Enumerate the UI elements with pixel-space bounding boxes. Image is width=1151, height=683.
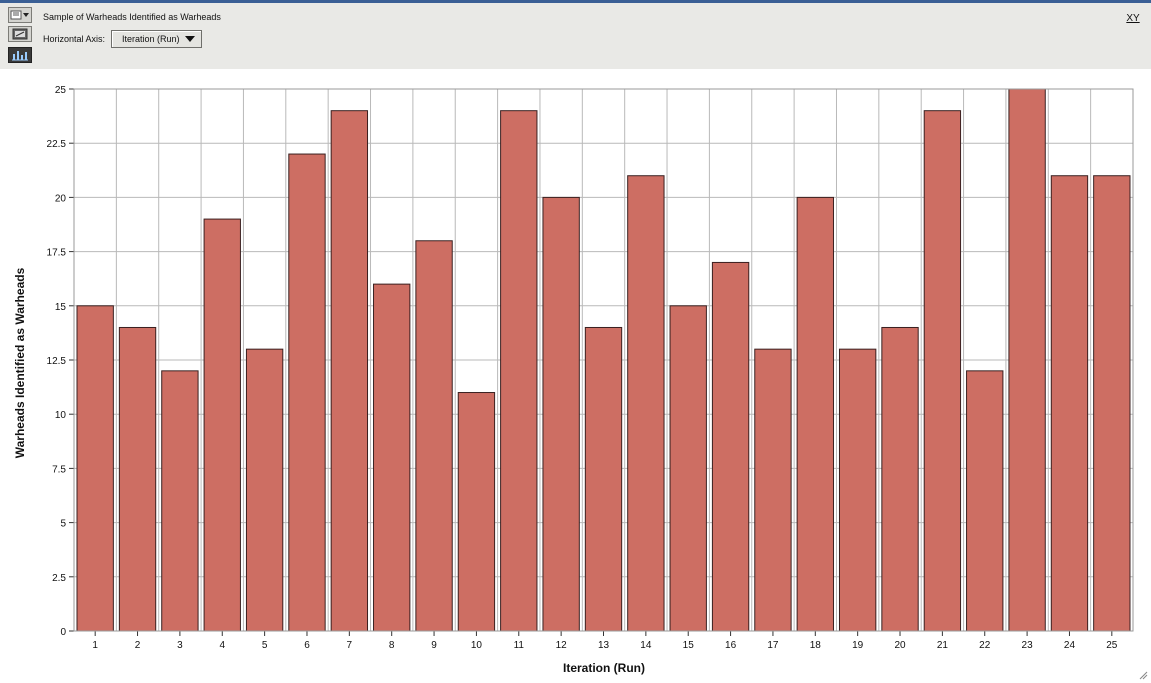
bar-layer bbox=[76, 88, 1131, 632]
dropdown-menu-icon bbox=[10, 10, 29, 20]
bar-12[interactable] bbox=[542, 196, 580, 632]
y-tick-label: 5 bbox=[60, 519, 66, 530]
bar-5[interactable] bbox=[245, 348, 284, 632]
y-tick-label: 22.5 bbox=[47, 139, 67, 150]
bar-10[interactable] bbox=[457, 392, 496, 632]
x-tick-label: 25 bbox=[1106, 640, 1118, 651]
x-tick-label: 14 bbox=[640, 640, 652, 651]
horizontal-axis-dropdown[interactable]: Iteration (Run) bbox=[111, 30, 202, 48]
bar-25[interactable] bbox=[1093, 175, 1131, 632]
x-tick-label: 1 bbox=[92, 640, 98, 651]
bar-3[interactable] bbox=[161, 370, 199, 632]
bar-8[interactable] bbox=[373, 283, 411, 632]
x-tick-label: 24 bbox=[1064, 640, 1076, 651]
x-tick-label: 10 bbox=[471, 640, 483, 651]
x-tick-label: 2 bbox=[135, 640, 141, 651]
bar-1[interactable] bbox=[76, 305, 114, 632]
dropdown-arrow-icon bbox=[184, 36, 195, 42]
y-tick-label: 12.5 bbox=[47, 356, 67, 367]
x-tick-label: 13 bbox=[598, 640, 610, 651]
y-tick-label: 20 bbox=[55, 193, 67, 204]
bar-21[interactable] bbox=[923, 110, 962, 632]
chart-title: Sample of Warheads Identified as Warhead… bbox=[43, 12, 221, 22]
x-tick-label: 17 bbox=[767, 640, 779, 651]
x-tick-label: 21 bbox=[937, 640, 949, 651]
x-tick-label: 8 bbox=[389, 640, 395, 651]
x-tick-label: 7 bbox=[347, 640, 353, 651]
horizontal-axis-label: Horizontal Axis: bbox=[43, 34, 106, 44]
bar-18[interactable] bbox=[796, 196, 834, 632]
horizontal-axis-row: Horizontal Axis: Iteration (Run) bbox=[43, 29, 202, 49]
bar-4[interactable] bbox=[203, 218, 241, 632]
bar-23[interactable] bbox=[1008, 88, 1046, 632]
bar-9[interactable] bbox=[415, 240, 453, 632]
x-tick-label: 23 bbox=[1022, 640, 1034, 651]
chart-type-button[interactable] bbox=[8, 26, 32, 42]
bar-13[interactable] bbox=[584, 326, 623, 632]
x-tick-label: 16 bbox=[725, 640, 737, 651]
y-tick-label: 25 bbox=[55, 85, 67, 96]
dropdown-menu-button[interactable] bbox=[8, 7, 32, 23]
x-axis-title: Iteration (Run) bbox=[563, 661, 645, 675]
x-tick-label: 5 bbox=[262, 640, 268, 651]
x-tick-label: 11 bbox=[514, 640, 525, 651]
x-tick-label: 20 bbox=[894, 640, 906, 651]
y-tick-label: 15 bbox=[55, 302, 67, 313]
window-top-border bbox=[0, 0, 1151, 3]
y-tick-label: 2.5 bbox=[52, 573, 66, 584]
bar-2[interactable] bbox=[118, 326, 157, 632]
x-tick-label: 12 bbox=[556, 640, 568, 651]
bar-14[interactable] bbox=[627, 175, 665, 632]
x-tick-label: 18 bbox=[810, 640, 822, 651]
x-tick-label: 6 bbox=[304, 640, 310, 651]
x-tick-label: 15 bbox=[683, 640, 695, 651]
y-axis-title: Warheads Identified as Warheads bbox=[13, 267, 27, 458]
chart-toolbar: Sample of Warheads Identified as Warhead… bbox=[0, 3, 1151, 69]
x-tick-label: 19 bbox=[852, 640, 864, 651]
chart-type-icon bbox=[12, 28, 28, 40]
x-tick-label: 9 bbox=[431, 640, 437, 651]
x-tick-label: 22 bbox=[979, 640, 991, 651]
y-tick-label: 10 bbox=[55, 410, 67, 421]
x-tick-label: 3 bbox=[177, 640, 183, 651]
y-tick-label: 0 bbox=[60, 627, 66, 638]
y-tick-label: 17.5 bbox=[47, 248, 67, 259]
bar-24[interactable] bbox=[1050, 175, 1089, 632]
plot-frame bbox=[73, 88, 1134, 632]
bar-7[interactable] bbox=[330, 110, 369, 632]
bar-6[interactable] bbox=[288, 153, 326, 632]
bar-20[interactable] bbox=[881, 326, 919, 632]
y-tick-label: 7.5 bbox=[52, 464, 66, 475]
xy-button[interactable]: XY bbox=[1126, 12, 1140, 24]
bar-17[interactable] bbox=[754, 348, 792, 632]
x-tick-label: 4 bbox=[219, 640, 225, 651]
bar-chart-button[interactable] bbox=[8, 47, 32, 63]
bar-15[interactable] bbox=[669, 305, 707, 632]
bar-19[interactable] bbox=[838, 348, 877, 632]
horizontal-axis-value: Iteration (Run) bbox=[122, 34, 180, 44]
resize-grip-icon[interactable] bbox=[1138, 670, 1148, 680]
bar-22[interactable] bbox=[966, 370, 1004, 632]
bar-11[interactable] bbox=[500, 110, 538, 632]
bar-16[interactable] bbox=[711, 261, 750, 632]
bar-chart-icon bbox=[12, 51, 28, 61]
